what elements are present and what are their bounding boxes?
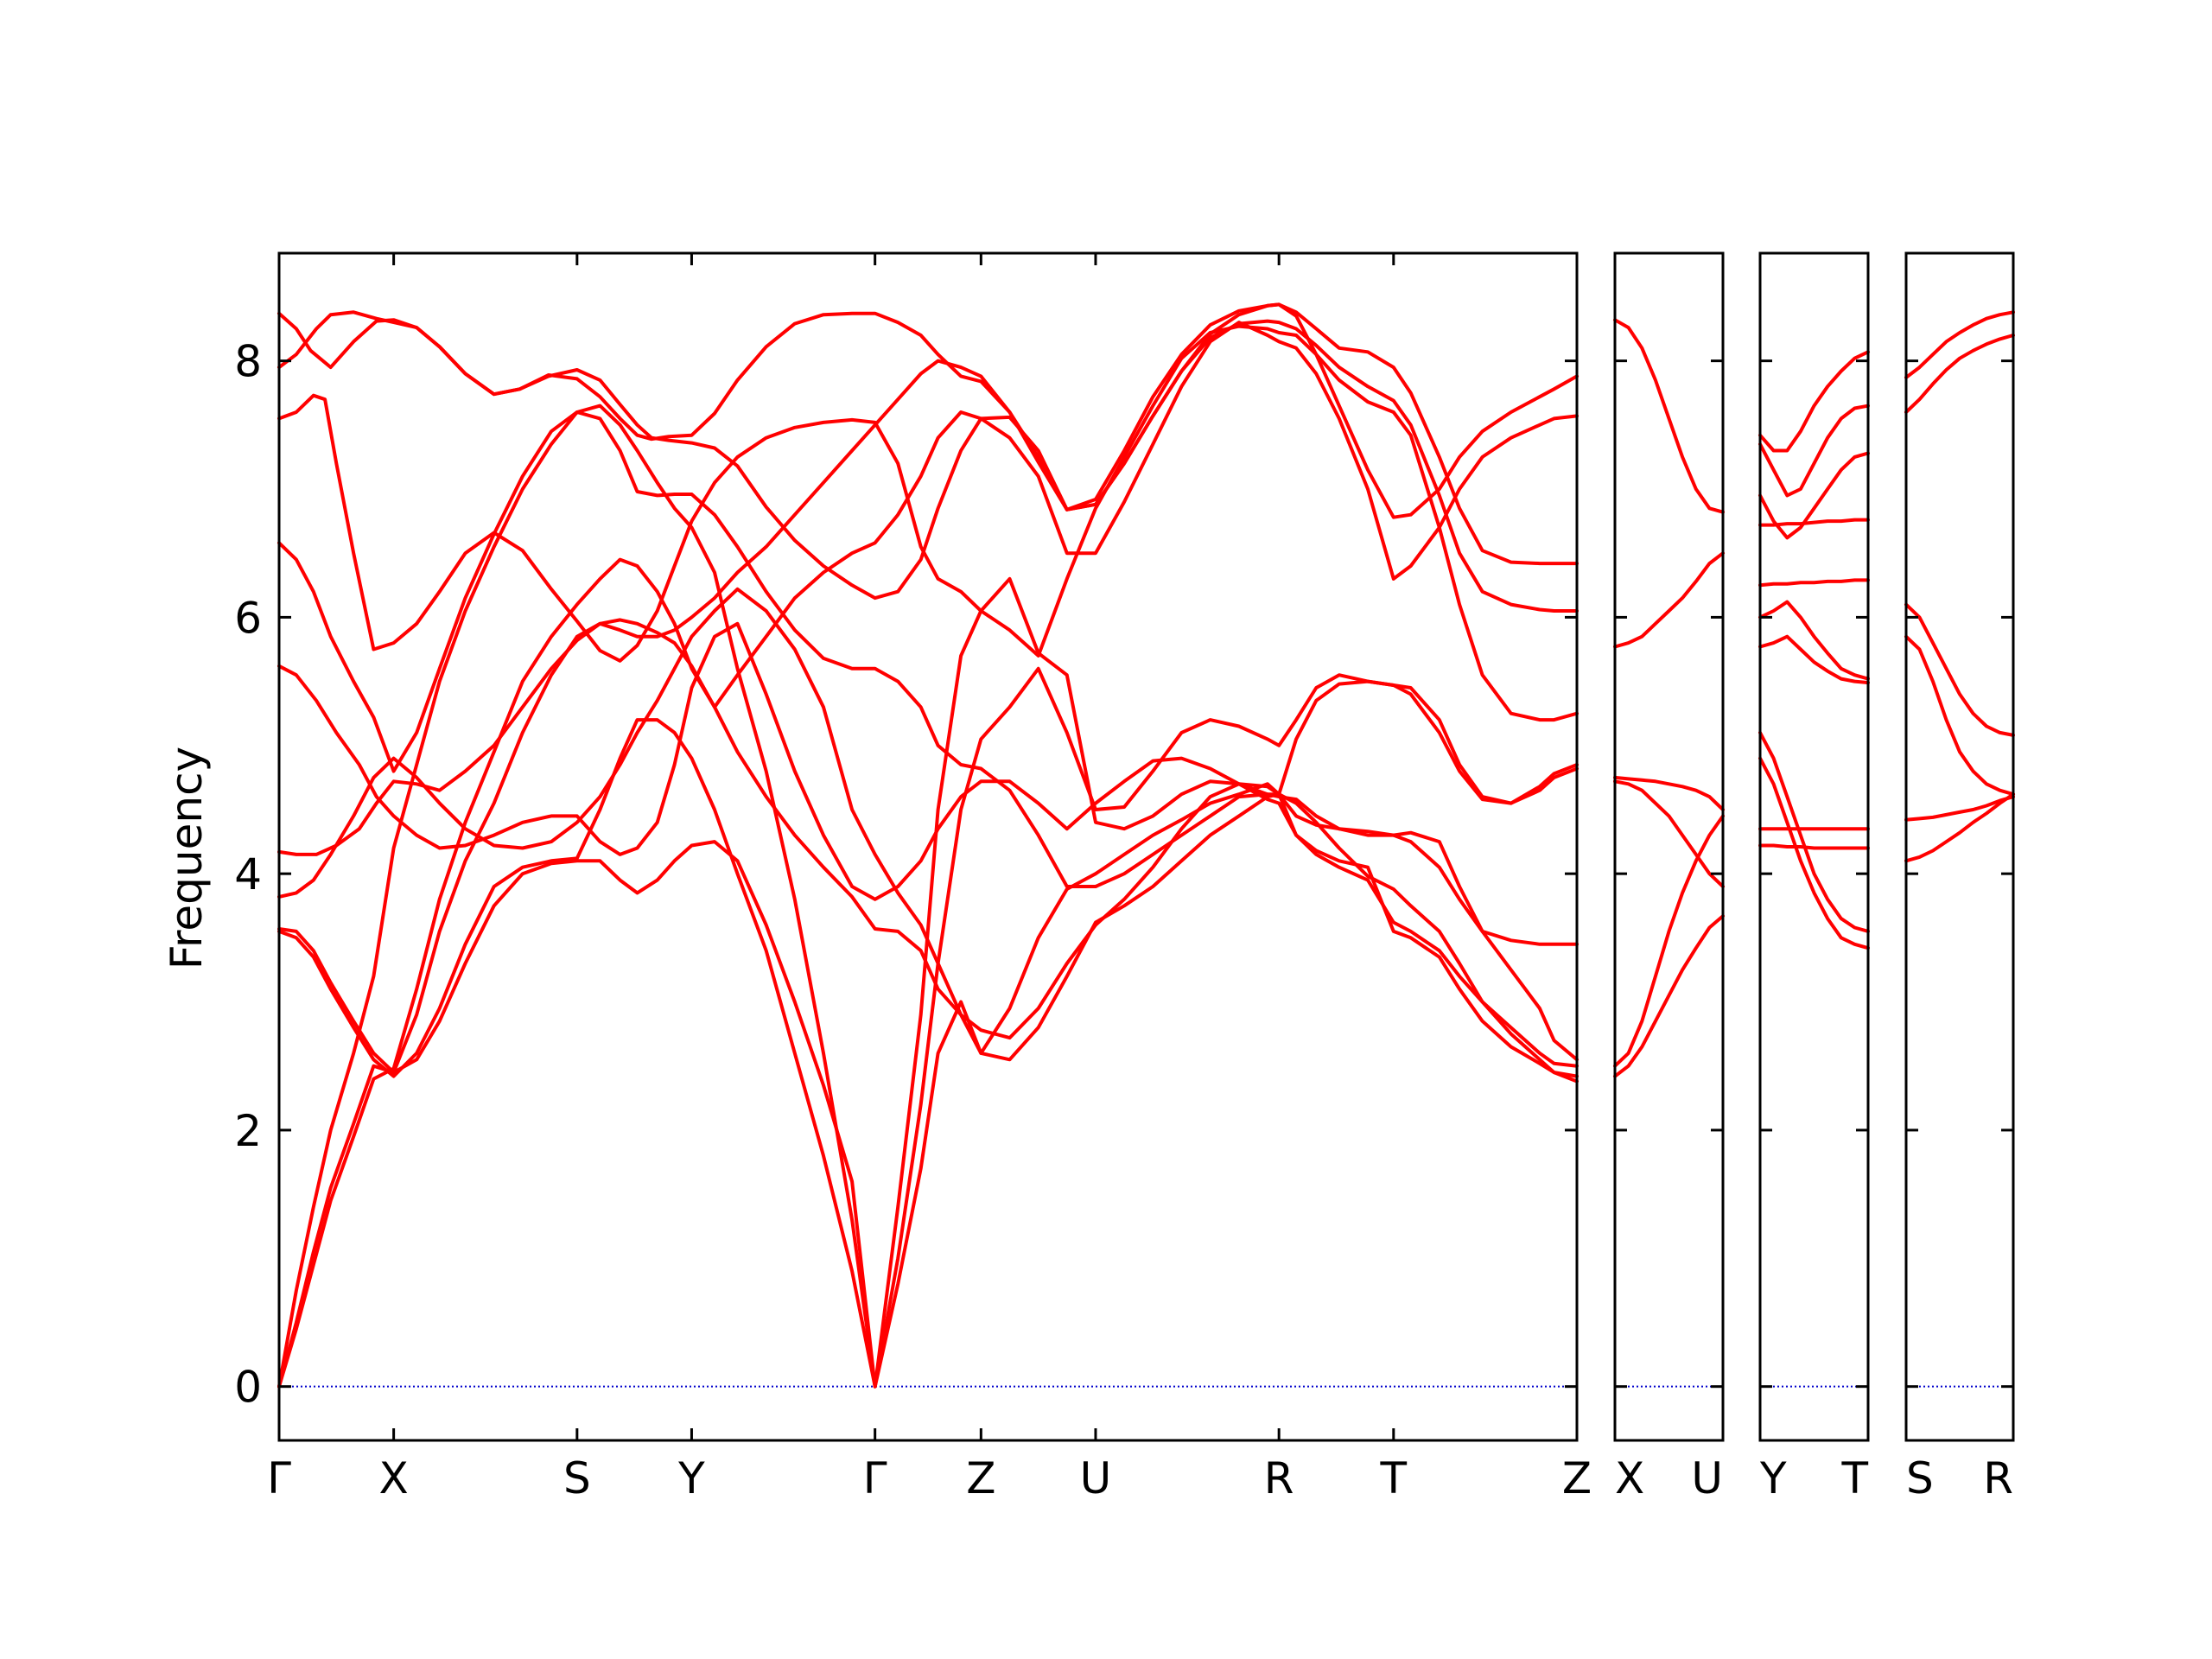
band-line-1 bbox=[1613, 318, 1725, 514]
band-line-7 bbox=[277, 587, 1579, 1084]
band-line-3 bbox=[1758, 451, 1870, 540]
x-tick-label: R bbox=[1983, 1453, 2013, 1503]
y-axis-label: Frequency bbox=[162, 747, 212, 969]
panel-1: Γ X S Y Γ Z U R T Z 0 2 4 6 8 bbox=[234, 251, 1592, 1503]
band-line-8 bbox=[1758, 730, 1870, 933]
band-line-11 bbox=[277, 302, 1579, 1389]
band-line-2 bbox=[277, 310, 1579, 613]
y-tick-label: 8 bbox=[234, 337, 262, 387]
band-line-11 bbox=[1758, 843, 1870, 850]
y-tick-label: 2 bbox=[234, 1106, 262, 1156]
band-line-4 bbox=[1904, 634, 2015, 797]
panel-frame bbox=[1613, 251, 1725, 1442]
panel-frame bbox=[1758, 251, 1870, 1442]
band-line-5 bbox=[1613, 814, 1725, 1068]
x-tick-label: Y bbox=[1759, 1453, 1787, 1503]
x-tick-label: Z bbox=[966, 1453, 995, 1503]
band-line-12 bbox=[277, 321, 1579, 1389]
band-line-10 bbox=[277, 404, 1579, 1389]
band-line-5 bbox=[277, 621, 1579, 1078]
x-tick-label: Y bbox=[677, 1453, 705, 1503]
x-tick-label: X bbox=[1615, 1453, 1644, 1503]
band-line-5 bbox=[1758, 578, 1870, 588]
band-line-6 bbox=[1904, 792, 2015, 863]
band-line-9 bbox=[277, 576, 1579, 1389]
band-line-9 bbox=[1758, 756, 1870, 950]
x-tick-label: U bbox=[1080, 1453, 1112, 1503]
band-line-1 bbox=[1904, 310, 2015, 379]
band-line-4 bbox=[1613, 779, 1725, 888]
y-tick-label: 6 bbox=[234, 593, 262, 643]
x-tick-label: R bbox=[1264, 1453, 1294, 1503]
y-tick-label: 0 bbox=[234, 1363, 262, 1413]
band-line-5 bbox=[1904, 795, 2015, 822]
panel-frame bbox=[1904, 251, 2015, 1442]
band-line-6 bbox=[277, 618, 1579, 1068]
band-line-6 bbox=[1613, 914, 1725, 1078]
band-line-2 bbox=[1758, 404, 1870, 498]
band-line-2 bbox=[1613, 551, 1725, 649]
x-tick-label: S bbox=[1906, 1453, 1934, 1503]
x-tick-label: S bbox=[563, 1453, 591, 1503]
band-line-3 bbox=[1613, 775, 1725, 811]
x-tick-label: Γ bbox=[267, 1453, 291, 1503]
band-line-6 bbox=[1758, 600, 1870, 681]
y-tick-label: 4 bbox=[234, 849, 262, 899]
panel-frame bbox=[277, 251, 1579, 1442]
band-line-3 bbox=[1904, 602, 2015, 737]
band-line-3 bbox=[277, 324, 1579, 722]
x-tick-label: T bbox=[1380, 1453, 1408, 1503]
band-line-4 bbox=[1758, 518, 1870, 527]
band-line-2 bbox=[1904, 334, 2015, 414]
band-line-1 bbox=[1758, 350, 1870, 453]
band-line-7 bbox=[1758, 634, 1870, 685]
x-tick-label: Γ bbox=[863, 1453, 887, 1503]
band-line-4 bbox=[277, 410, 1579, 946]
x-tick-label: Z bbox=[1562, 1453, 1592, 1503]
x-tick-label: X bbox=[378, 1453, 408, 1503]
x-tick-label: U bbox=[1691, 1453, 1723, 1503]
x-tick-label: T bbox=[1840, 1453, 1868, 1503]
